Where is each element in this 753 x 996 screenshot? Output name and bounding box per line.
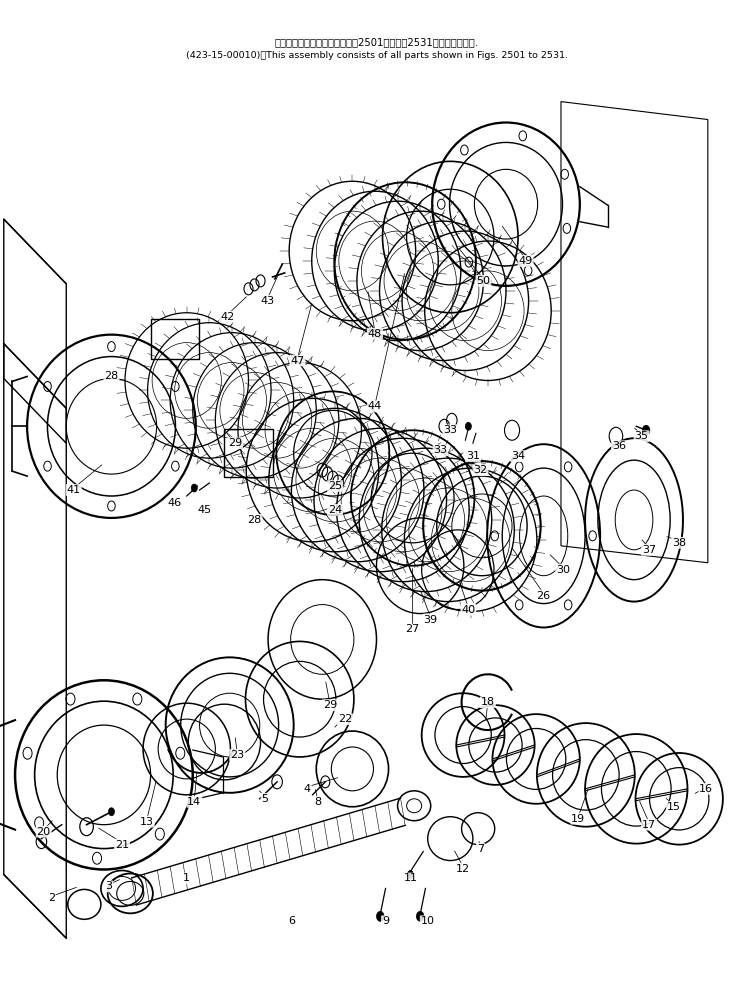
Text: 43: 43 bbox=[261, 296, 274, 306]
Circle shape bbox=[376, 911, 384, 921]
Text: 20: 20 bbox=[37, 827, 50, 837]
Text: 2: 2 bbox=[47, 893, 55, 903]
Text: 49: 49 bbox=[519, 256, 532, 266]
Text: 31: 31 bbox=[466, 451, 480, 461]
Text: 1: 1 bbox=[183, 873, 191, 883]
Text: 25: 25 bbox=[328, 481, 342, 491]
Text: 11: 11 bbox=[404, 873, 417, 883]
Text: 24: 24 bbox=[328, 505, 342, 515]
Text: 15: 15 bbox=[667, 802, 681, 812]
Text: 7: 7 bbox=[477, 844, 484, 854]
Text: 35: 35 bbox=[635, 431, 648, 441]
Text: 5: 5 bbox=[261, 794, 269, 804]
Text: 10: 10 bbox=[421, 916, 434, 926]
Circle shape bbox=[416, 911, 424, 921]
Text: 34: 34 bbox=[511, 451, 525, 461]
Text: 45: 45 bbox=[198, 505, 212, 515]
Text: 28: 28 bbox=[105, 372, 118, 381]
Text: 40: 40 bbox=[462, 605, 475, 615]
Text: 27: 27 bbox=[406, 624, 419, 634]
Text: 41: 41 bbox=[67, 485, 81, 495]
Circle shape bbox=[108, 808, 114, 816]
Text: 13: 13 bbox=[140, 817, 154, 827]
Text: 21: 21 bbox=[115, 840, 129, 850]
Text: 33: 33 bbox=[444, 425, 457, 435]
Text: 23: 23 bbox=[230, 750, 244, 760]
Text: 19: 19 bbox=[572, 814, 585, 824]
Text: 30: 30 bbox=[556, 565, 570, 575]
Text: 29: 29 bbox=[228, 438, 242, 448]
Text: 14: 14 bbox=[187, 797, 201, 807]
Circle shape bbox=[465, 422, 471, 430]
Text: 48: 48 bbox=[368, 329, 382, 339]
Text: 8: 8 bbox=[314, 797, 322, 807]
Text: 6: 6 bbox=[288, 916, 296, 926]
Text: 16: 16 bbox=[700, 784, 713, 794]
Text: 3: 3 bbox=[105, 881, 113, 891]
Text: 33: 33 bbox=[434, 445, 447, 455]
Text: (423-15-00010)：This assembly consists of all parts shown in Figs. 2501 to 2531.: (423-15-00010)：This assembly consists of… bbox=[185, 51, 568, 61]
Text: 47: 47 bbox=[291, 356, 304, 366]
Text: 42: 42 bbox=[221, 312, 234, 322]
Text: 18: 18 bbox=[481, 697, 495, 707]
Text: 37: 37 bbox=[642, 545, 656, 555]
Text: 38: 38 bbox=[672, 538, 686, 548]
Text: 29: 29 bbox=[323, 700, 337, 710]
Text: 17: 17 bbox=[642, 820, 656, 830]
Text: 26: 26 bbox=[537, 591, 550, 601]
Text: 44: 44 bbox=[368, 401, 382, 411]
Text: 46: 46 bbox=[168, 498, 181, 508]
Text: 22: 22 bbox=[338, 714, 352, 724]
Text: 12: 12 bbox=[456, 864, 470, 873]
Circle shape bbox=[642, 425, 650, 435]
Circle shape bbox=[407, 871, 413, 878]
Text: 4: 4 bbox=[303, 784, 311, 794]
Text: 28: 28 bbox=[248, 515, 261, 525]
Text: 9: 9 bbox=[382, 916, 389, 926]
Text: 50: 50 bbox=[477, 276, 490, 286]
Text: 39: 39 bbox=[424, 615, 437, 624]
Circle shape bbox=[191, 484, 197, 492]
Text: 36: 36 bbox=[612, 441, 626, 451]
Text: 32: 32 bbox=[474, 465, 487, 475]
Text: このアセンブリの構成部品は第2501図から第2531図まで含みます.: このアセンブリの構成部品は第2501図から第2531図まで含みます. bbox=[275, 37, 478, 47]
